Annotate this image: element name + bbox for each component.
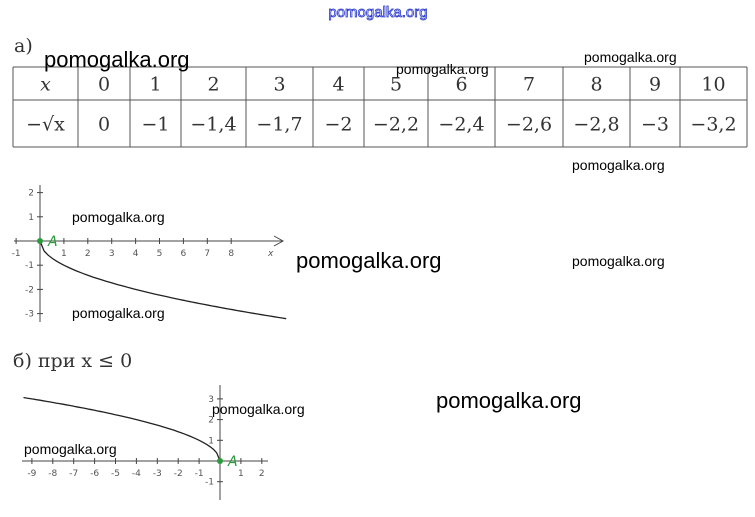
watermark: pomogalka.org — [572, 253, 665, 269]
table-cell: 3 — [273, 74, 285, 96]
x-tick-label: 2 — [259, 469, 265, 479]
graph-a: -1 1 2 3 4 5 6 7 8 2 1 -1 -2 -3 Ax — [12, 185, 287, 322]
table-cell: 6 — [455, 74, 467, 96]
watermark: pomogalka.org — [44, 47, 190, 72]
x-tick-label: -9 — [27, 469, 36, 479]
table-cell: −√x — [26, 114, 65, 136]
curve — [23, 396, 221, 462]
x-tick-label: -4 — [132, 469, 141, 479]
watermark: pomogalka.org — [296, 248, 442, 273]
table-cell: 4 — [332, 74, 344, 96]
watermark: pomogalka.org — [212, 401, 305, 417]
point — [37, 238, 43, 244]
watermark-top: pomogalka.org — [328, 4, 427, 21]
y-tick-label: 1 — [28, 213, 34, 223]
table-cell: −2,4 — [438, 114, 484, 136]
y-tick-label: -3 — [25, 310, 34, 320]
y-tick-label: 1 — [208, 436, 214, 446]
table-cell: 9 — [649, 74, 661, 96]
x-tick-label: 3 — [109, 249, 115, 259]
point-label: A — [47, 234, 58, 250]
table: x 0 1 2 3 4 5 6 7 8 9 10 −√x 0 −1 −1,4 −1,7 −2 −2,2 −2,4 −2,… — [12, 66, 748, 148]
curve — [39, 240, 287, 320]
y-tick-label: -2 — [25, 285, 34, 295]
graph-b: -9 -8 -7 -6 -5 -4 -3 -2 -1 1 2 3 2 1 -1 A — [22, 385, 268, 500]
x-tick-label: 8 — [228, 249, 234, 259]
x-tick-label: -3 — [153, 469, 162, 479]
x-tick-label: 6 — [181, 249, 187, 259]
point — [217, 458, 223, 464]
table-cell: 1 — [149, 74, 161, 96]
y-tick-label: -1 — [25, 261, 34, 271]
table-cell: −2,6 — [506, 114, 552, 136]
y-tick-label: 2 — [28, 189, 34, 199]
watermark: pomogalka.org — [72, 305, 165, 321]
table-cell: −3 — [641, 114, 669, 136]
y-tick-label: 2 — [208, 416, 214, 426]
table-cell: −2,2 — [373, 114, 419, 136]
watermark: pomogalka.org — [584, 49, 677, 65]
table-cell: 2 — [207, 74, 219, 96]
x-tick-label: 7 — [204, 249, 210, 259]
watermarks: pomogalka.org pomogalka.org pomogalka.org p… — [24, 47, 677, 457]
table-cell: 0 — [98, 74, 110, 96]
y-tick-label: -1 — [205, 478, 214, 488]
x-tick-label: 1 — [238, 469, 244, 479]
table-cell: 7 — [523, 74, 535, 96]
point-label: A — [227, 454, 238, 470]
table-cell: 0 — [98, 114, 110, 136]
x-tick-label: -5 — [111, 469, 120, 479]
table-cell: −1 — [141, 114, 169, 136]
table-cell: −1,7 — [256, 114, 302, 136]
table-cell: 8 — [590, 74, 602, 96]
watermark: pomogalka.org — [572, 157, 665, 173]
x-tick-label: 2 — [85, 249, 91, 259]
table-cell: 10 — [701, 74, 725, 96]
table-cell: 5 — [390, 74, 402, 96]
x-tick-label: 5 — [157, 249, 163, 259]
x-tick-label: -6 — [90, 469, 99, 479]
x-tick-label: -8 — [48, 469, 57, 479]
table-cell: −1,4 — [190, 114, 236, 136]
table-cell: −2 — [324, 114, 352, 136]
part-label: б) при x ≤ 0 — [13, 350, 132, 372]
arrow — [273, 235, 285, 247]
y-tick-label: 3 — [208, 395, 214, 405]
x-tick-label: -7 — [69, 469, 78, 479]
x-axis-label: x — [267, 249, 274, 259]
table-cell: −3,2 — [690, 114, 736, 136]
part-label: а) — [14, 35, 33, 57]
watermark: pomogalka.org — [396, 61, 489, 77]
x-tick-label: 4 — [133, 249, 139, 259]
table-cell: −2,8 — [573, 114, 619, 136]
watermark: pomogalka.org — [72, 209, 165, 225]
x-tick-label: -2 — [174, 469, 183, 479]
x-tick-label: 1 — [61, 249, 67, 259]
x-tick-label: -1 — [195, 469, 204, 479]
x-tick-label: -1 — [12, 249, 21, 259]
table-cell: x — [40, 74, 51, 96]
watermark: pomogalka.org — [436, 388, 582, 413]
watermark: pomogalka.org — [24, 441, 117, 457]
